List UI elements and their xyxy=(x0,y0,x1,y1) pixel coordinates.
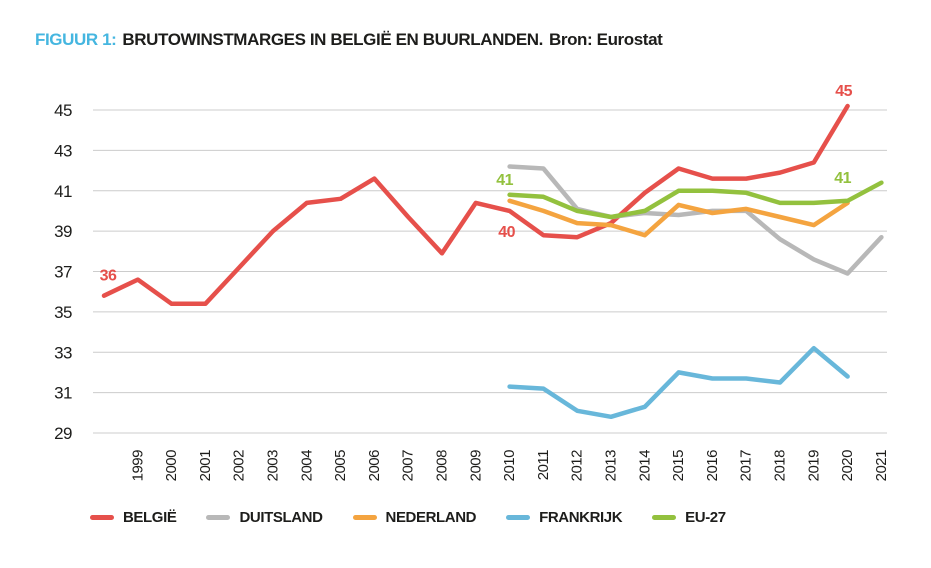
figure-title-text: BRUTOWINSTMARGES IN BELGIË EN BUURLANDEN… xyxy=(122,30,543,49)
x-axis-tick-label: 2020 xyxy=(839,450,856,482)
x-axis-tick-label: 2011 xyxy=(535,450,552,480)
x-axis-tick-label: 2017 xyxy=(738,450,755,482)
x-axis-tick-label: 2019 xyxy=(805,450,822,482)
x-axis-tick-label: 2006 xyxy=(366,450,383,482)
x-axis-tick-label: 2000 xyxy=(163,450,180,482)
legend-label-belgie: BELGIË xyxy=(123,509,177,526)
y-axis-tick-label: 41 xyxy=(54,182,72,201)
figure-title: FIGUUR 1: BRUTOWINSTMARGES IN BELGIË EN B… xyxy=(35,30,663,50)
x-axis-tick-label: 2001 xyxy=(197,450,214,482)
data-label-41: 41 xyxy=(834,170,851,187)
chart-legend: BELGIË DUITSLAND NEDERLAND FRANKRIJK EU-… xyxy=(90,509,726,526)
x-axis-tick-label: 2012 xyxy=(569,450,586,482)
data-label-36: 36 xyxy=(100,268,117,285)
x-axis-tick-label: 2010 xyxy=(501,450,518,482)
legend-label-frankrijk: FRANKRIJK xyxy=(539,509,623,526)
x-axis-tick-label: 2018 xyxy=(772,450,789,482)
y-axis-tick-label: 29 xyxy=(54,424,72,443)
x-axis-tick-label: 2009 xyxy=(467,450,484,482)
legend-swatch-nederland xyxy=(352,515,377,520)
series-line-nederland xyxy=(507,198,850,238)
legend-label-duitsland: DUITSLAND xyxy=(239,509,323,526)
figure-source: Bron: Eurostat xyxy=(548,30,663,49)
y-axis-tick-label: 39 xyxy=(54,222,72,241)
legend-swatch-belgie xyxy=(90,515,114,520)
series-line-frankrijk xyxy=(507,345,850,420)
legend-item-belgie: BELGIË xyxy=(90,509,177,526)
data-label-40: 40 xyxy=(498,224,515,241)
figure-number: FIGUUR 1: xyxy=(35,30,117,49)
y-axis-tick-label: 43 xyxy=(54,141,72,160)
x-axis-tick-label: 2008 xyxy=(434,450,451,482)
legend-item-frankrijk: FRANKRIJK xyxy=(506,509,623,526)
y-axis-tick-label: 31 xyxy=(54,384,72,403)
y-axis-tick-label: 37 xyxy=(54,263,72,282)
legend-label-nederland: NEDERLAND xyxy=(385,509,477,526)
legend-swatch-eu-27 xyxy=(652,515,677,520)
legend-swatch-frankrijk xyxy=(506,515,531,520)
data-label-45: 45 xyxy=(835,83,852,100)
x-axis-tick-label: 2016 xyxy=(704,450,721,482)
series-line-eu-27 xyxy=(507,180,884,220)
legend-item-nederland: NEDERLAND xyxy=(352,509,477,526)
x-axis-tick-label: 2004 xyxy=(298,450,315,482)
x-axis-tick-label: 2014 xyxy=(636,450,653,482)
x-axis-tick-label: 2021 xyxy=(873,450,890,482)
legend-label-eu-27: EU-27 xyxy=(685,509,726,526)
x-axis-tick-label: 2007 xyxy=(400,450,417,482)
x-axis-tick-label: 2015 xyxy=(670,450,687,482)
y-axis-tick-label: 33 xyxy=(54,343,72,362)
series-line-duitsland xyxy=(507,164,884,276)
data-label-41: 41 xyxy=(496,172,513,189)
legend-item-eu-27: EU-27 xyxy=(652,509,726,526)
y-axis-tick-label: 45 xyxy=(54,101,72,120)
x-axis-tick-label: 1999 xyxy=(129,450,146,482)
x-axis-tick-label: 2005 xyxy=(332,450,349,482)
x-axis-tick-label: 2002 xyxy=(231,450,248,482)
x-axis-tick-label: 2003 xyxy=(265,450,282,482)
legend-item-duitsland: DUITSLAND xyxy=(206,509,323,526)
line-chart: 45 43 41 39 37 35 33 31 29 1999 2000 2001 2002 2003 20… xyxy=(54,83,890,482)
x-axis-tick-label: 2013 xyxy=(603,450,620,482)
y-axis-tick-label: 35 xyxy=(54,303,72,322)
series-line-belgie xyxy=(101,103,850,307)
legend-swatch-duitsland xyxy=(206,515,231,520)
